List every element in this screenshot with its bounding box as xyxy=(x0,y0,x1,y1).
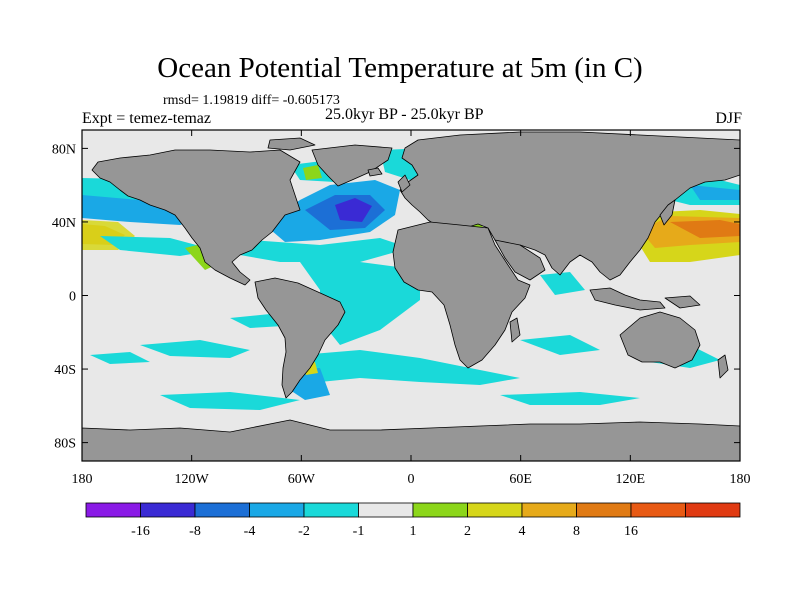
colorbar-label: -4 xyxy=(244,524,256,539)
lat-tick-label: 40N xyxy=(52,216,76,231)
colorbar-box xyxy=(521,502,577,518)
lat-tick-label: 40S xyxy=(54,363,76,378)
greenland xyxy=(311,144,393,187)
colorbar-label: -8 xyxy=(189,524,201,539)
southeast-pacific-band xyxy=(140,340,250,358)
south-america xyxy=(254,277,346,399)
lon-tick-label: 180 xyxy=(730,472,751,487)
lat-tick-label: 0 xyxy=(69,290,76,305)
lon-tick-label: 120E xyxy=(616,472,646,487)
arabian-peninsula xyxy=(494,239,546,281)
colorbar-box xyxy=(685,502,741,518)
land-layer xyxy=(82,131,740,461)
southwest-indian-band xyxy=(520,335,600,355)
colorbar-label: -16 xyxy=(131,524,150,539)
lon-tick-label: 60W xyxy=(288,472,316,487)
australia xyxy=(619,311,701,369)
new-zealand xyxy=(717,354,729,379)
colorbar-box xyxy=(576,502,632,518)
colorbar-label: -2 xyxy=(298,524,310,539)
colorbar-box xyxy=(467,502,523,518)
new-guinea xyxy=(664,295,701,309)
colorbar-box xyxy=(358,502,414,518)
experiment-label: Expt = temez-temaz xyxy=(82,110,211,127)
madagascar xyxy=(509,317,521,343)
colorbar-box xyxy=(194,502,250,518)
lon-tick-label: 180 xyxy=(72,472,93,487)
colorbar-label: 1 xyxy=(410,524,417,539)
indonesia xyxy=(589,287,666,311)
atlantic-subtropical-band xyxy=(240,238,410,262)
eurasia xyxy=(399,131,740,281)
lon-tick-label: 120W xyxy=(175,472,210,487)
lon-tick-label: 60E xyxy=(509,472,532,487)
colorbar-box xyxy=(140,502,196,518)
colorbar-box xyxy=(303,502,359,518)
colorbar-label: 8 xyxy=(573,524,580,539)
plot-title: Ocean Potential Temperature at 5m (in C) xyxy=(157,52,643,84)
bay-of-bengal-band xyxy=(540,272,585,295)
period-label: 25.0kyr BP - 25.0kyr BP xyxy=(325,106,484,123)
north-america xyxy=(91,149,301,286)
colorbar-label: -1 xyxy=(353,524,365,539)
colorbar-box xyxy=(630,502,686,518)
longitude-ticks: 180 120W 60W 0 60E 120E 180 xyxy=(72,130,751,487)
north-atlantic-core xyxy=(335,198,372,222)
africa xyxy=(392,221,531,369)
map-panel xyxy=(82,130,740,461)
south-atlantic-cooling xyxy=(300,350,520,385)
arctic-islands xyxy=(267,137,316,151)
lat-tick-label: 80N xyxy=(52,142,76,157)
colorbar-box xyxy=(249,502,305,518)
southern-ocean-band xyxy=(160,392,300,410)
season-label: DJF xyxy=(715,110,742,127)
colorbar-box xyxy=(85,502,141,518)
kuroshio-core xyxy=(670,220,740,238)
rmsd-diff-stats: rmsd= 1.19819 diff= -0.605173 xyxy=(163,93,340,108)
colorbar-box xyxy=(412,502,468,518)
colorbar-label: 16 xyxy=(624,524,638,539)
british-isles xyxy=(397,174,411,193)
antarctica xyxy=(82,419,740,461)
latitude-ticks: 80N 40N 0 40S 80S xyxy=(52,142,740,452)
kamchatka-cooling xyxy=(690,185,740,200)
iceland xyxy=(367,167,383,177)
lat-tick-label: 80S xyxy=(54,437,76,452)
japan xyxy=(659,199,676,226)
greenland-warm-spot xyxy=(303,165,322,180)
indian-ocean-band xyxy=(500,392,640,405)
lon-tick-label: 0 xyxy=(408,472,415,487)
north-pacific-lower-band xyxy=(100,236,215,256)
colorbar-label: 2 xyxy=(464,524,471,539)
colorbar: -16 -8 -4 -2 -1 1 2 4 8 16 xyxy=(85,502,741,539)
south-pacific-band xyxy=(90,352,150,364)
colorbar-label: 4 xyxy=(519,524,526,539)
